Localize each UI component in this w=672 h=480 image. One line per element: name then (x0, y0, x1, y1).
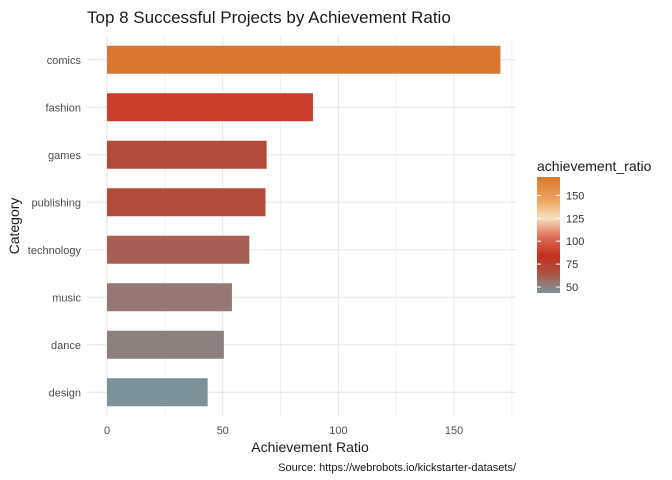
y-tick-label: music (52, 292, 81, 304)
x-tick-label: 50 (217, 425, 229, 437)
chart-title: Top 8 Successful Projects by Achievement… (87, 8, 451, 27)
bar-comics (107, 45, 501, 74)
y-tick-label: technology (28, 245, 82, 257)
bar-fashion (107, 93, 313, 122)
legend-ticks: 50 75 100 125 150 (537, 190, 584, 294)
bar-publishing (107, 188, 266, 217)
legend-tick-label: 50 (566, 282, 578, 294)
legend-tick-label: 100 (566, 236, 584, 248)
legend-colorbar (537, 177, 560, 293)
x-tick-label: 0 (104, 425, 110, 437)
bars (107, 45, 501, 407)
legend: achievement_ratio 50 75 100 125 150 (537, 158, 652, 294)
legend-tick-label: 150 (566, 190, 584, 202)
y-axis-title: Category (6, 198, 22, 255)
bar-games (107, 140, 267, 169)
x-tick-label: 100 (329, 425, 347, 437)
x-tick-labels: 0 50 100 150 (104, 425, 463, 437)
y-tick-label: fashion (46, 102, 81, 114)
x-axis-title: Achievement Ratio (251, 439, 369, 455)
bar-design (107, 378, 208, 407)
legend-title: achievement_ratio (537, 158, 652, 174)
grid (87, 36, 516, 416)
legend-tick-label: 125 (566, 213, 584, 225)
x-tick-label: 150 (445, 425, 463, 437)
bar-technology (107, 235, 250, 264)
bar-dance (107, 330, 224, 359)
bar-music (107, 283, 232, 312)
y-tick-label: games (48, 150, 82, 162)
legend-tick-label: 75 (566, 259, 578, 271)
y-tick-label: publishing (31, 197, 81, 209)
y-tick-label: dance (51, 340, 81, 352)
y-tick-labels: comics fashion games publishing technology mu… (28, 55, 82, 400)
source-caption: Source: https://webrobots.io/kickstarter… (278, 462, 517, 474)
y-tick-label: comics (47, 55, 82, 67)
y-tick-label: design (49, 387, 81, 399)
